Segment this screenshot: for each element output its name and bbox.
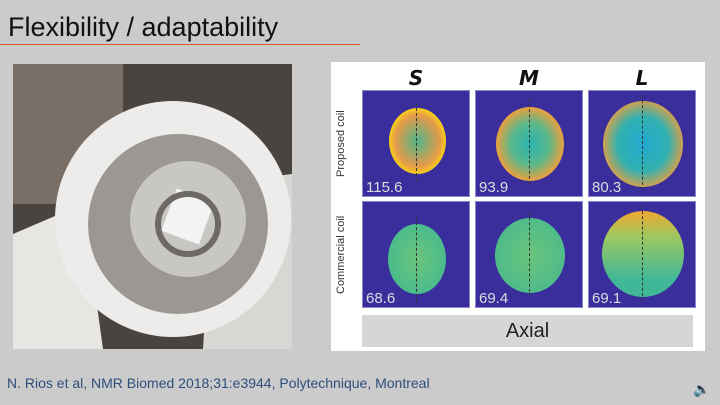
value-commercial-l: 69.1 — [592, 290, 622, 307]
row-header-proposed: Proposed coil — [335, 110, 347, 177]
panel-commercial-s: 68.6 — [362, 201, 470, 308]
citation: N. Rios et al, NMR Biomed 2018;31:e3944,… — [7, 375, 430, 391]
value-proposed-m: 93.9 — [479, 179, 509, 196]
panel-commercial-l: 69.1 — [588, 201, 696, 308]
row-header-commercial: Commercial coil — [335, 215, 347, 294]
column-header-s: S — [408, 66, 424, 90]
panel-proposed-s: 115.6 — [362, 90, 470, 197]
panel-proposed-l: 80.3 — [588, 90, 696, 197]
value-proposed-s: 115.6 — [366, 179, 403, 196]
value-commercial-s: 68.6 — [366, 290, 396, 307]
column-header-m: M — [519, 66, 539, 90]
coil-photo — [13, 64, 292, 349]
slide-title: Flexibility / adaptability — [8, 12, 279, 42]
panel-proposed-m: 93.9 — [475, 90, 583, 197]
panel-commercial-m: 69.4 — [475, 201, 583, 308]
column-header-l: L — [635, 66, 649, 90]
speaker-icon[interactable]: 🔈 — [693, 381, 711, 397]
coil-photo-illustration — [13, 64, 292, 349]
axial-label: Axial — [362, 315, 693, 347]
b1-map-figure: S M L Proposed coil Commercial coil 115.… — [331, 62, 705, 351]
value-commercial-m: 69.4 — [479, 290, 509, 307]
title-underline — [0, 44, 360, 45]
value-proposed-l: 80.3 — [592, 179, 622, 196]
